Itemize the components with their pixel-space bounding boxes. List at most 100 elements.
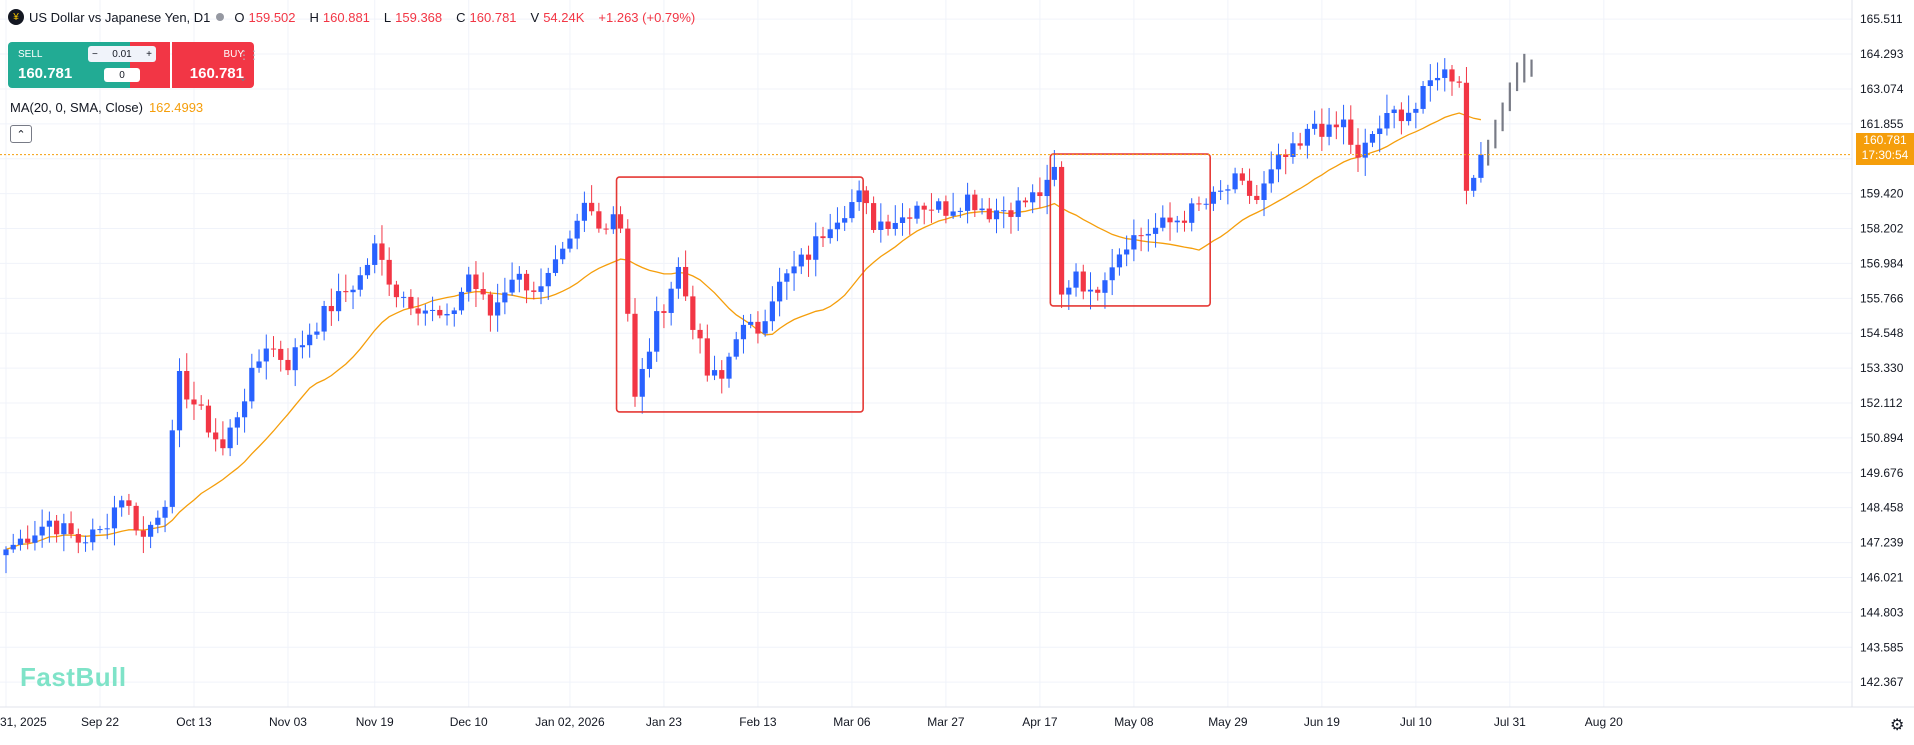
quantity-stepper[interactable]: − 0.01 + [88, 46, 156, 62]
candle [1304, 124, 1310, 159]
watermark-logo: FastBull [20, 662, 127, 692]
candle [516, 266, 522, 293]
candle [733, 331, 739, 360]
candle-body [1369, 134, 1376, 143]
candle [1434, 62, 1441, 91]
candle-body [936, 201, 942, 210]
candle [1203, 198, 1209, 210]
candle [502, 277, 508, 315]
candle-body [169, 430, 175, 507]
candle [1152, 213, 1159, 248]
candle [3, 546, 9, 574]
candle-body [408, 296, 414, 309]
candle-body [241, 401, 248, 418]
candle-body [364, 264, 371, 276]
candle-body [285, 359, 291, 371]
highlight-rectangle[interactable] [615, 176, 864, 413]
candle-body [1398, 109, 1404, 122]
y-tick-label: 156.984 [1860, 256, 1904, 270]
y-tick-label: 165.511 [1860, 12, 1903, 26]
candle-body [198, 404, 204, 406]
candle-body [690, 296, 696, 330]
candle [784, 269, 790, 300]
candle [827, 213, 833, 244]
candle-body [1319, 123, 1325, 137]
candle-body [270, 348, 277, 350]
minus-icon[interactable]: − [92, 48, 98, 60]
candle-body [748, 321, 754, 325]
chevron-down-icon[interactable]: ⌄ [238, 70, 249, 84]
candle-body [307, 334, 313, 346]
change-value: +1.263 (+0.79%) [598, 9, 696, 25]
candle [986, 197, 992, 223]
candle-body [1138, 235, 1144, 237]
candle [249, 353, 255, 409]
candle [1015, 187, 1021, 231]
candle-body [1181, 220, 1188, 223]
candle-body [1254, 195, 1260, 200]
candle-body [1355, 144, 1361, 158]
candle [1037, 177, 1043, 209]
candle-body [1073, 271, 1079, 288]
x-tick-label: 31, 2025 [0, 715, 47, 729]
candle [119, 495, 125, 517]
candle-body [1087, 289, 1094, 292]
candle [856, 180, 862, 211]
chevron-up-icon[interactable]: ⌃ [10, 125, 32, 143]
candle [777, 267, 783, 317]
candle-body [639, 368, 645, 397]
candle-body [899, 217, 906, 223]
candle [1261, 171, 1267, 217]
candle-body [1058, 166, 1065, 295]
candle-body [871, 203, 877, 230]
plus-icon[interactable]: + [146, 48, 152, 60]
candle-body [560, 248, 566, 260]
candle-body [17, 538, 24, 545]
candle-body [1297, 143, 1303, 146]
candle-body [1102, 280, 1108, 293]
candle-body [567, 238, 573, 249]
sell-button[interactable]: SELL 160.781 [8, 42, 90, 88]
buy-button[interactable]: BUY 160.781 [172, 42, 254, 88]
drag-handle-icon[interactable]: ⋮⋮ [238, 48, 260, 62]
candle [350, 285, 356, 310]
candle-body [335, 291, 342, 312]
candle [429, 296, 436, 322]
candle [921, 202, 927, 225]
candle-body [610, 214, 616, 230]
candle-body [82, 542, 89, 544]
highlight-rectangle[interactable] [1049, 153, 1211, 307]
candle-body [661, 311, 667, 313]
y-tick-label: 148.458 [1860, 501, 1904, 515]
candle [1398, 102, 1404, 135]
candle-body [162, 506, 168, 518]
indicator-legend[interactable]: MA(20, 0, SMA, Close) 162.4993 [10, 100, 203, 115]
candle [798, 248, 804, 275]
gear-icon[interactable]: ⚙ [1890, 717, 1905, 734]
quantity-value[interactable]: 0.01 [112, 48, 132, 60]
candle [1044, 164, 1050, 215]
candle [1167, 202, 1173, 241]
candle [1116, 248, 1123, 276]
candle-body [921, 205, 927, 210]
candle-body [523, 273, 530, 291]
candle [39, 509, 45, 548]
candle-body [46, 520, 52, 527]
y-tick-label: 154.548 [1860, 326, 1904, 340]
candle [292, 338, 298, 387]
candle-body [777, 281, 783, 302]
candle [596, 202, 602, 233]
symbol-title[interactable]: US Dollar vs Japanese Yen, D1 [29, 9, 211, 25]
candle [357, 266, 363, 297]
chart-header: ¥ US Dollar vs Japanese Yen, D1 O 159.502… [8, 8, 709, 26]
indicator-value: 162.4993 [148, 100, 204, 115]
candle [68, 511, 74, 539]
candle-body [1377, 128, 1383, 135]
y-tick-label: 158.202 [1860, 222, 1904, 236]
candle-body [1008, 210, 1014, 217]
candle [1275, 143, 1282, 183]
candle-body [437, 309, 443, 316]
candle [184, 353, 190, 409]
annotations-layer[interactable] [615, 153, 1211, 413]
